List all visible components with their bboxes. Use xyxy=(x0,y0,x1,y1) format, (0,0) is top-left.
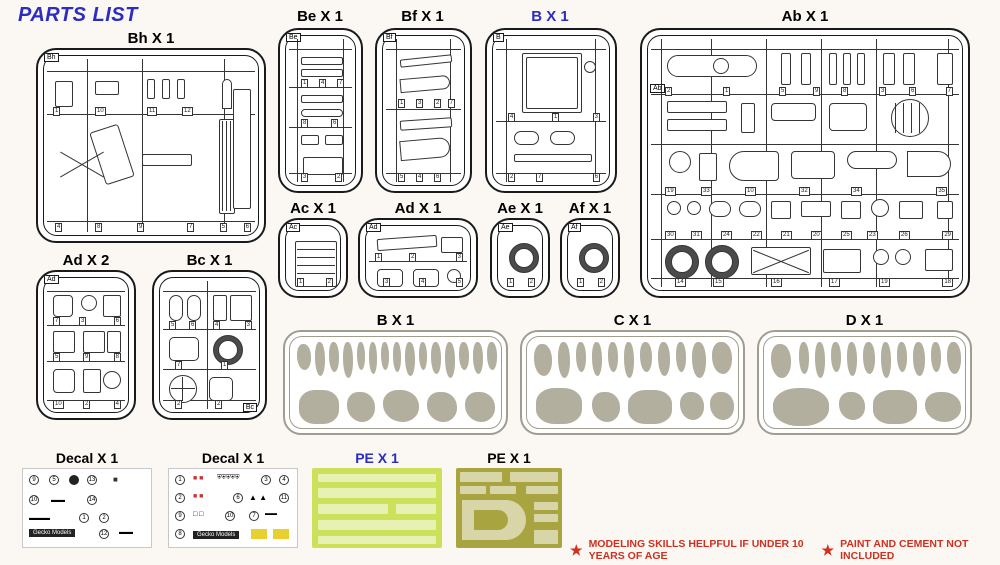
label-bf: Bf X 1 xyxy=(375,8,470,25)
figure-sprue-c xyxy=(520,330,745,435)
decal-sheet-2: 1 ■ ■ ⛨⛨⛨⛨⛨ 3 4 2 ■ ■ 6 ▲ ▲ 11 9 □ □ 10 … xyxy=(168,468,298,548)
sprue-ad-top: Ad 1 2 3 3 4 5 xyxy=(358,218,478,298)
label-pe-1: PE X 1 xyxy=(312,450,442,466)
sprue-ac: Ac 1 2 xyxy=(278,218,348,298)
label-af: Af X 1 xyxy=(560,200,620,217)
figure-sprue-d xyxy=(757,330,972,435)
sprue-ab: Ab xyxy=(640,28,970,298)
label-b-top: B X 1 xyxy=(485,8,615,25)
label-fig-c: C X 1 xyxy=(520,312,745,329)
label-fig-d: D X 1 xyxy=(757,312,972,329)
label-bc: Bc X 1 xyxy=(152,252,267,269)
label-decal-1: Decal X 1 xyxy=(22,450,152,466)
sprue-ad-left: Ad 7 3 6 5 9 8 10 2 4 xyxy=(36,270,136,420)
warning-text: ★ MODELING SKILLS HELPFUL IF UNDER 10 YE… xyxy=(570,538,982,562)
sprue-be: Be 1 4 7 8 6 3 2 xyxy=(278,28,363,193)
star-icon: ★ xyxy=(570,542,583,559)
label-pe-2: PE X 1 xyxy=(456,450,562,466)
label-ae: Ae X 1 xyxy=(490,200,550,217)
figure-sprue-b xyxy=(283,330,508,435)
label-ad-top: Ad X 1 xyxy=(358,200,478,217)
label-fig-b: B X 1 xyxy=(283,312,508,329)
label-ad-left: Ad X 2 xyxy=(36,252,136,269)
pe-sheet-2 xyxy=(456,468,562,548)
sprue-bc: Bc 5 6 4 3 7 1 2 2 xyxy=(152,270,267,420)
star-icon: ★ xyxy=(822,542,835,559)
label-decal-2: Decal X 1 xyxy=(168,450,298,466)
sprue-af: Af 1 2 xyxy=(560,218,620,298)
label-be: Be X 1 xyxy=(275,8,365,25)
sprue-bf: Bf 1 3 2 7 5 4 6 xyxy=(375,28,472,193)
page-title: PARTS LIST xyxy=(18,4,138,27)
pe-sheet-1 xyxy=(312,468,442,548)
sprue-b-top: B 4 1 3 2 7 6 xyxy=(485,28,617,193)
decal-sheet-1: 9 5 13 ■ 10 ▬▬ 14 ▬▬▬ 1 2 Gecko Models 1… xyxy=(22,468,152,548)
label-ab: Ab X 1 xyxy=(640,8,970,25)
warning-2: PAINT AND CEMENT NOT INCLUDED xyxy=(840,538,982,562)
warning-1: MODELING SKILLS HELPFUL IF UNDER 10 YEAR… xyxy=(589,538,816,562)
label-bh: Bh X 1 xyxy=(36,30,266,47)
label-ac: Ac X 1 xyxy=(278,200,348,217)
sprue-bh: Bh 1 10 11 12 4 8 9 7 5 6 xyxy=(36,48,266,243)
sprue-ae: Ae 1 2 xyxy=(490,218,550,298)
